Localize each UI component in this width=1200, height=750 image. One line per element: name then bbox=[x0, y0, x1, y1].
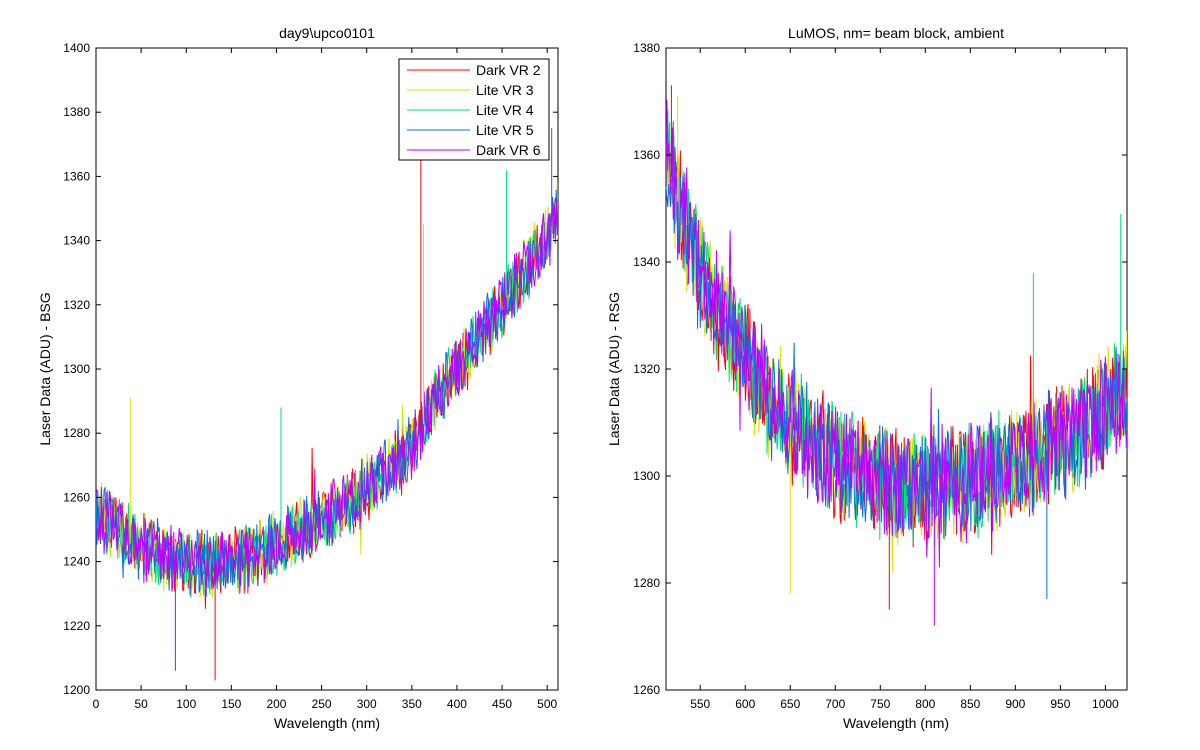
left-x-tick-label: 100 bbox=[176, 697, 196, 711]
left-series-dark-vr-6 bbox=[96, 200, 558, 594]
left-y-tick-label: 1300 bbox=[63, 362, 90, 376]
right-x-tick-label: 550 bbox=[690, 697, 710, 711]
right-x-tick-label: 800 bbox=[915, 697, 935, 711]
right-x-tick-label: 900 bbox=[1005, 697, 1025, 711]
legend-label-dark-vr-2: Dark VR 2 bbox=[476, 62, 541, 78]
legend-label-lite-vr-3: Lite VR 3 bbox=[476, 82, 534, 98]
left-x-tick-label: 400 bbox=[447, 697, 467, 711]
left-chart-title: day9\upco0101 bbox=[279, 25, 375, 41]
right-y-tick-label: 1260 bbox=[633, 683, 660, 697]
legend: Dark VR 2 Lite VR 3 Lite VR 4 Lite VR 5 … bbox=[398, 58, 550, 161]
left-x-tick-label: 250 bbox=[312, 697, 332, 711]
left-series-group bbox=[96, 128, 558, 681]
left-x-tick-label: 300 bbox=[357, 697, 377, 711]
right-chart-title: LuMOS, nm= beam block, ambient bbox=[788, 25, 1004, 41]
left-axes: 0 50 100 150 200 250 300 350 400 450 500 1200 1220 12… bbox=[63, 41, 558, 711]
left-y-tick-label: 1400 bbox=[63, 41, 90, 55]
left-x-tick-label: 350 bbox=[402, 697, 422, 711]
legend-label-dark-vr-6: Dark VR 6 bbox=[476, 142, 541, 158]
right-x-tick-label: 650 bbox=[780, 697, 800, 711]
left-x-axis-label: Wavelength (nm) bbox=[274, 715, 380, 731]
left-x-tick-label: 150 bbox=[221, 697, 241, 711]
left-x-tick-label: 450 bbox=[492, 697, 512, 711]
right-x-tick-label: 700 bbox=[825, 697, 845, 711]
left-y-tick-label: 1240 bbox=[63, 555, 90, 569]
left-y-tick-label: 1320 bbox=[63, 298, 90, 312]
left-x-tick-label: 500 bbox=[537, 697, 557, 711]
right-y-tick-label: 1340 bbox=[633, 255, 660, 269]
right-y-tick-label: 1300 bbox=[633, 469, 660, 483]
right-x-axis-label: Wavelength (nm) bbox=[843, 715, 949, 731]
left-y-tick-label: 1340 bbox=[63, 234, 90, 248]
left-y-tick-label: 1360 bbox=[63, 169, 90, 183]
right-y-tick-label: 1320 bbox=[633, 362, 660, 376]
left-x-tick-label: 0 bbox=[93, 697, 100, 711]
right-y-tick-label: 1380 bbox=[633, 41, 660, 55]
right-axes: 550 600 650 700 750 800 850 900 950 1000 1260 1280 1… bbox=[633, 41, 1127, 711]
left-y-tick-label: 1260 bbox=[63, 490, 90, 504]
left-y-tick-label: 1380 bbox=[63, 105, 90, 119]
right-series-group bbox=[666, 85, 1127, 626]
right-y-tick-label: 1280 bbox=[633, 576, 660, 590]
left-panel: 0 50 100 150 200 250 300 350 400 450 500 1200 1220 12… bbox=[37, 25, 559, 731]
left-x-tick-label: 50 bbox=[134, 697, 148, 711]
right-series-dark-vr-6 bbox=[666, 99, 1127, 568]
left-y-tick-label: 1280 bbox=[63, 426, 90, 440]
right-y-axis-label: Laser Data (ADU) - RSG bbox=[606, 292, 622, 446]
legend-label-lite-vr-4: Lite VR 4 bbox=[476, 102, 534, 118]
right-x-tick-label: 750 bbox=[870, 697, 890, 711]
right-panel: 550 600 650 700 750 800 850 900 950 1000 1260 1280 1… bbox=[606, 25, 1128, 731]
right-x-tick-label: 600 bbox=[735, 697, 755, 711]
right-x-tick-label: 1000 bbox=[1092, 697, 1119, 711]
left-y-tick-label: 1220 bbox=[63, 619, 90, 633]
legend-label-lite-vr-5: Lite VR 5 bbox=[476, 122, 534, 138]
right-y-tick-label: 1360 bbox=[633, 148, 660, 162]
left-x-tick-label: 200 bbox=[266, 697, 286, 711]
right-x-tick-label: 950 bbox=[1050, 697, 1070, 711]
left-y-tick-label: 1200 bbox=[63, 683, 90, 697]
right-x-tick-label: 850 bbox=[960, 697, 980, 711]
left-y-axis-label: Laser Data (ADU) - BSG bbox=[37, 292, 53, 445]
